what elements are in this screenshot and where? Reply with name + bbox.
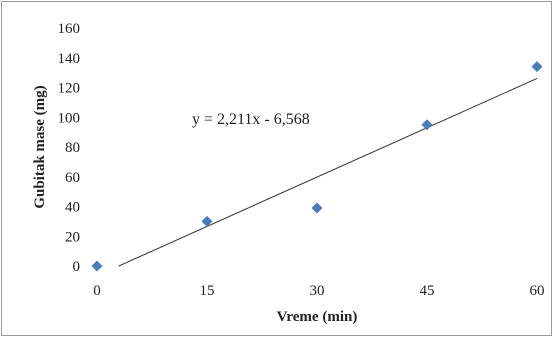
y-tick-label: 160: [58, 21, 81, 37]
trendline-equation: y = 2,211x - 6,568: [192, 111, 310, 128]
data-point: [421, 119, 433, 131]
y-tick-label: 100: [58, 110, 81, 126]
y-tick-label: 60: [65, 170, 80, 186]
trendline: [118, 77, 538, 267]
data-point: [201, 215, 213, 227]
y-tick-label: 0: [73, 259, 81, 275]
data-point: [91, 260, 103, 272]
data-point: [531, 61, 543, 73]
y-tick-label: 140: [58, 51, 81, 67]
y-tick-label: 20: [65, 229, 80, 245]
x-tick-label: 30: [310, 283, 325, 299]
data-point: [311, 202, 323, 214]
y-tick-label: 120: [58, 81, 81, 97]
x-tick-label: 15: [200, 283, 215, 299]
x-axis-title: Vreme (min): [277, 309, 358, 325]
x-tick-label: 45: [420, 283, 435, 299]
x-tick-label: 0: [93, 283, 101, 299]
y-axis-title: Gubitak mase (mg): [32, 85, 48, 208]
y-tick-label: 80: [65, 140, 80, 156]
x-tick-label: 60: [530, 283, 545, 299]
y-tick-label: 40: [65, 200, 80, 216]
